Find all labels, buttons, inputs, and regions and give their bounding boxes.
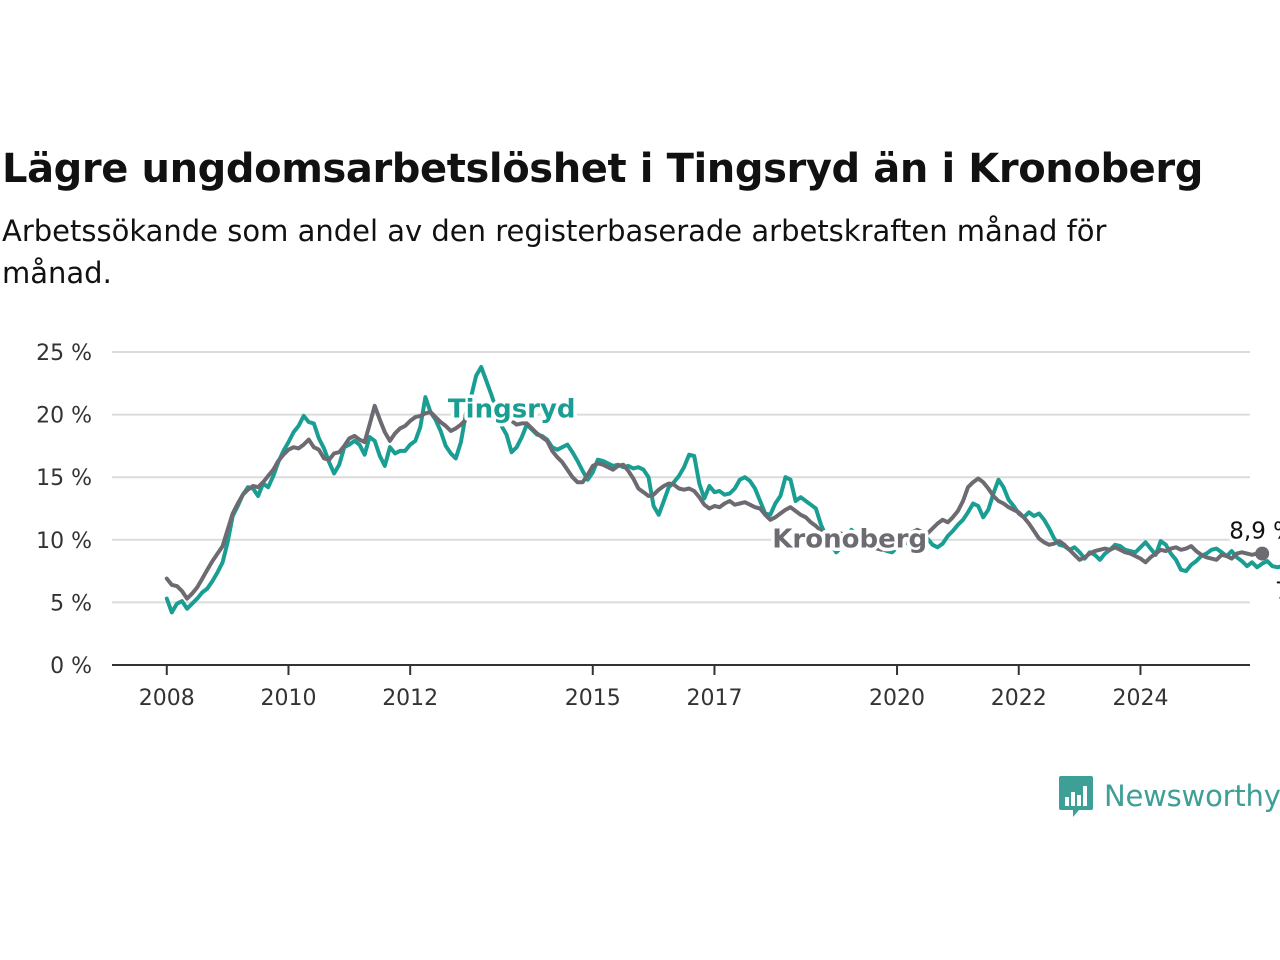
newsworthy-brand: Newsworthy	[1058, 774, 1280, 818]
x-tick-label: 2017	[686, 686, 742, 711]
grid-lines	[112, 351, 1250, 604]
y-tick-label: 0 %	[50, 654, 92, 679]
x-tick-label: 2024	[1112, 686, 1168, 711]
series-label-tingsryd: Tingsryd	[448, 395, 576, 425]
series-line-tingsryd	[164, 365, 1280, 615]
y-tick-label: 15 %	[36, 466, 92, 491]
bar-chart-speech-bubble-icon	[1059, 776, 1093, 817]
y-tick-label: 25 %	[36, 341, 92, 366]
end-value-kronoberg: 8,9 %	[1229, 519, 1280, 545]
series-labels: Tingsryd Kronoberg 8,9 % 7,7 %	[444, 391, 1280, 608]
chart-subtitle: Arbetssökande som andel av den registerb…	[2, 214, 1107, 290]
y-tick-label: 20 %	[36, 404, 92, 429]
x-tick-label: 2022	[991, 686, 1047, 711]
series-label-kronoberg: Kronoberg	[772, 524, 927, 554]
x-axis-ticks: 2008 2010 2012 2015 2017 2020 2022 2024	[139, 665, 1168, 711]
x-tick-label: 2015	[565, 686, 621, 711]
x-tick-label: 2008	[139, 686, 195, 711]
end-value-tingsryd: 7,7 %	[1275, 579, 1280, 605]
end-point-kronoberg	[1255, 546, 1270, 561]
x-tick-label: 2010	[260, 686, 316, 711]
chart-title: Lägre ungdomsarbetslöshet i Tingsryd än …	[2, 146, 1203, 192]
y-tick-label: 5 %	[50, 591, 92, 616]
brand-name: Newsworthy	[1104, 779, 1280, 813]
x-tick-label: 2012	[382, 686, 438, 711]
y-axis-ticks: 0 % 5 % 10 % 15 % 20 % 25 %	[36, 341, 92, 679]
x-tick-label: 2020	[869, 686, 925, 711]
series-line-kronoberg	[164, 400, 1265, 601]
y-tick-label: 10 %	[36, 529, 92, 554]
series-lines	[164, 365, 1280, 615]
